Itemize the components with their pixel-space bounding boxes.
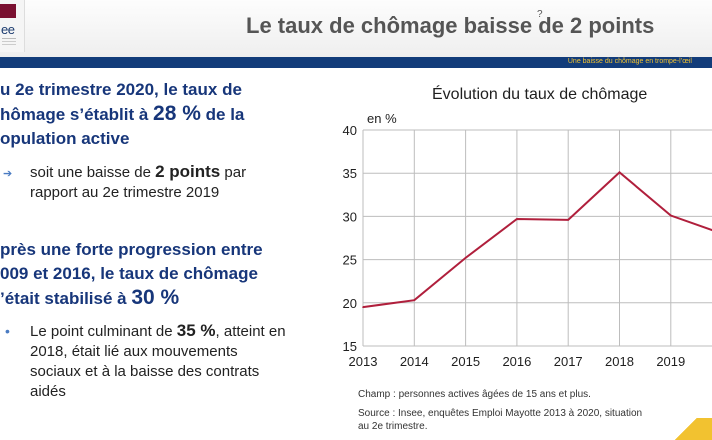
sub-bullet-2-line3: sociaux et à la baisse des contrats	[30, 363, 260, 380]
sub-bullet-2-line4: aidés	[30, 383, 66, 400]
slide-subtitle: Une baisse du chômage en trompe-l’œil	[567, 58, 692, 65]
rate-30: 30 %	[131, 286, 180, 309]
header-rule	[0, 57, 712, 68]
y-tick-label: 30	[343, 209, 357, 224]
logo-text: ee	[1, 22, 15, 37]
x-tick-label: 2015	[451, 354, 480, 369]
main-bullet-1-line2: hômage s’établit à 28 % de la	[0, 102, 320, 127]
y-tick-label: 15	[343, 339, 357, 354]
y-tick-label: 40	[343, 123, 357, 138]
sub1-c: par	[220, 164, 247, 181]
logo-lines	[2, 38, 16, 39]
main-bullet-1-line1: u 2e trimestre 2020, le taux de	[0, 80, 242, 99]
main-bullet-2-line2: 009 et 2016, le taux de chômage	[0, 264, 258, 283]
data-point	[516, 218, 518, 220]
two-points: 2 points	[155, 162, 221, 181]
x-tick-label: 2014	[400, 354, 429, 369]
sub-bullet-1-line2: rapport au 2e trimestre 2019	[30, 184, 220, 201]
chart-title: Évolution du taux de chômage	[432, 86, 648, 103]
sub-bullet-2: Le point culminant de 35 %, atteint en 2…	[30, 321, 286, 402]
main-bullet-2: près une forte progression entre 009 et …	[0, 238, 320, 311]
data-point	[464, 257, 467, 259]
arrow-bullet-icon: ➔	[3, 168, 13, 180]
main-bullet-2-line1: près une forte progression entre	[0, 240, 263, 259]
x-tick-label: 2013	[349, 354, 378, 369]
sub-bullet-2-line2: 2018, était lié aux mouvements	[30, 343, 238, 360]
y-axis-label: en %	[367, 111, 397, 126]
line3-text: ’était stabilisé à	[0, 289, 132, 308]
y-tick-label: 25	[343, 253, 357, 268]
main-bullet-1: u 2e trimestre 2020, le taux de hômage s…	[0, 78, 320, 151]
main-bullet-1-line3: opulation active	[0, 129, 130, 148]
sub-bullet-1-line1: soit une baisse de 2 points par	[30, 162, 246, 183]
x-tick-label: 2016	[502, 354, 531, 369]
data-point	[670, 214, 672, 217]
peak-35: 35 %	[176, 321, 216, 340]
x-tick-label: 2018	[605, 354, 634, 369]
dot-bullet-icon: •	[5, 323, 10, 339]
y-tick-label: 20	[343, 296, 357, 311]
rate-28: 28 %	[153, 102, 201, 125]
x-tick-label: 2019	[656, 354, 685, 369]
sub2-a: Le point culminant de	[30, 323, 177, 340]
data-point	[567, 219, 569, 221]
note-source-line1: Source : Insee, enquêtes Emploi Mayotte …	[358, 408, 643, 419]
y-tick-label: 35	[343, 166, 357, 181]
slide-header: ee Le taux de chômage baisse de 2 points…	[0, 0, 712, 58]
slide-title: Le taux de chômage baisse de 2 points	[246, 13, 655, 38]
note-champ: Champ : personnes actives âgées de 15 an…	[358, 389, 591, 400]
title-mark: ?	[537, 9, 543, 20]
x-tick-label: 2017	[554, 354, 583, 369]
sub-bullet-1: soit une baisse de 2 points par rapport …	[30, 162, 246, 203]
main-bullet-2-line3: ’était stabilisé à 30 %	[0, 286, 320, 311]
sub2-c: , atteint en	[215, 323, 286, 340]
corner-decoration	[672, 418, 712, 440]
sub1-a: soit une baisse de	[30, 164, 156, 181]
data-point	[618, 171, 621, 174]
series-line	[362, 171, 712, 309]
note-source-line2: au 2e trimestre.	[358, 421, 428, 432]
sub-bullet-2-line1: Le point culminant de 35 %, atteint en	[30, 321, 286, 342]
insee-logo: ee	[0, 0, 25, 52]
line2-text: hômage s’établit à	[0, 105, 154, 124]
data-point	[362, 306, 364, 308]
data-point	[413, 299, 416, 302]
logo-mark	[0, 4, 16, 18]
line2-end: de la	[200, 105, 245, 124]
